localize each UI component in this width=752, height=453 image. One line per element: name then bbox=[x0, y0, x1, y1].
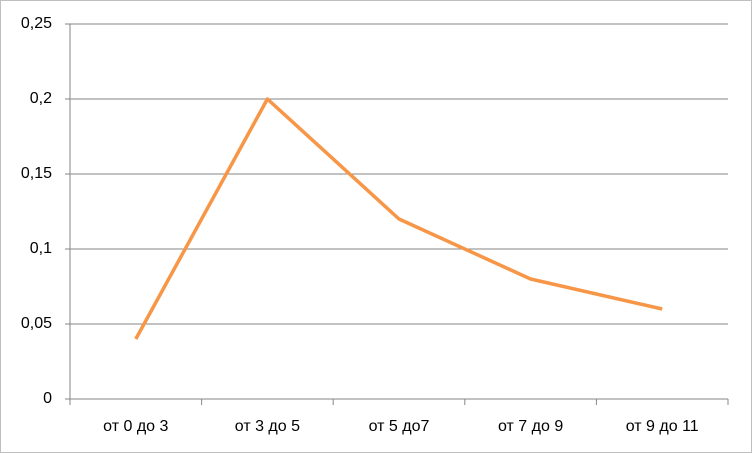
x-tick-label: от 3 до 5 bbox=[235, 418, 300, 435]
x-tick-label: от 0 до 3 bbox=[103, 418, 168, 435]
x-tick-label: от 9 до 11 bbox=[626, 418, 699, 435]
x-tick-label: от 7 до 9 bbox=[498, 418, 563, 435]
y-tick-label: 0,15 bbox=[21, 165, 52, 182]
y-tick-label: 0,2 bbox=[30, 90, 52, 107]
data-line bbox=[134, 97, 663, 340]
y-tick-label: 0 bbox=[43, 390, 52, 407]
y-tick-label: 0,1 bbox=[30, 240, 52, 257]
x-tick-label: от 5 до7 bbox=[369, 418, 430, 435]
y-tick-label: 0,05 bbox=[21, 315, 52, 332]
y-tick-label: 0,25 bbox=[21, 15, 52, 32]
